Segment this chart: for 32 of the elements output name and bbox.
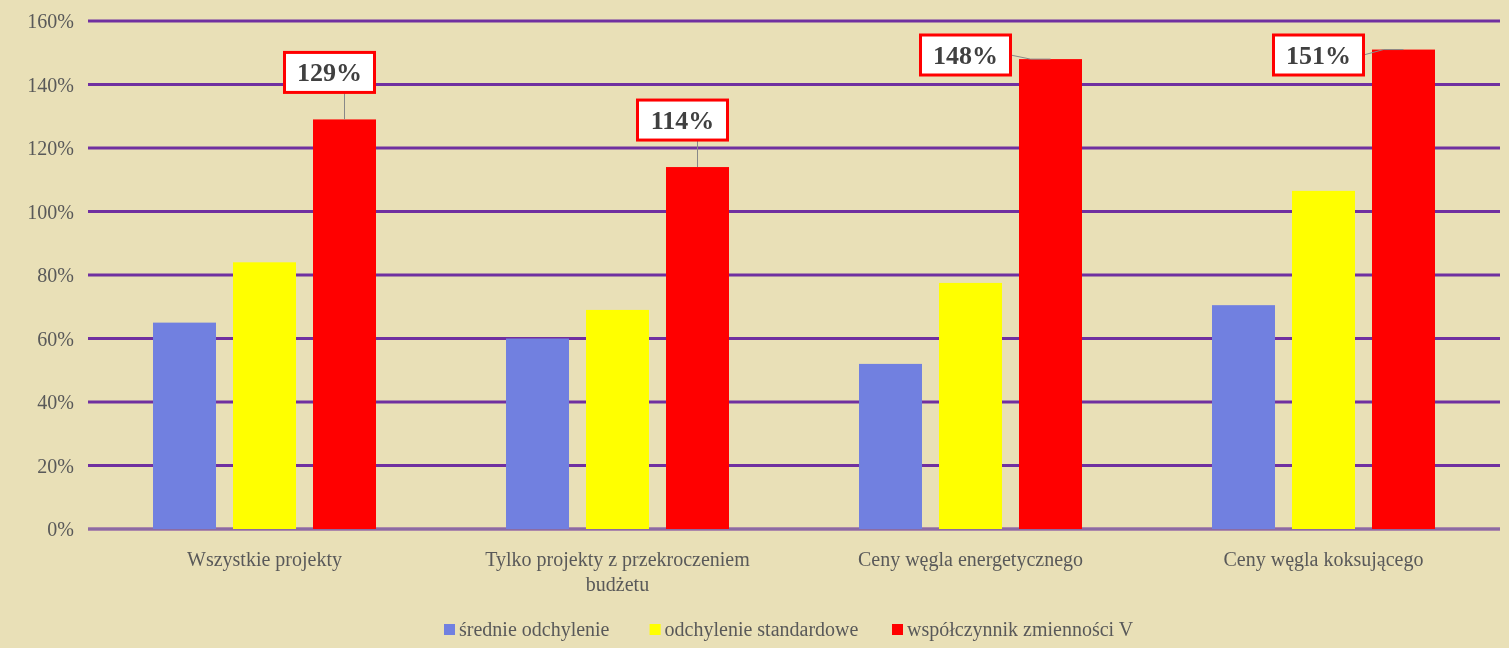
data-label: 114% — [650, 106, 715, 136]
data-label: 151% — [1286, 41, 1351, 70]
x-tick-label: Ceny węgla koksującego — [1223, 548, 1424, 571]
bar — [1292, 190, 1355, 529]
bar — [153, 322, 216, 529]
bar — [506, 338, 569, 529]
bar — [1212, 305, 1275, 529]
y-tick-label: 160% — [27, 10, 74, 32]
legend-label: odchylenie standardowe — [664, 618, 859, 641]
bar — [313, 119, 376, 529]
y-tick-label: 100% — [27, 200, 74, 223]
y-tick-label: 0% — [47, 518, 74, 540]
bar — [1372, 49, 1435, 529]
bar — [859, 363, 922, 529]
legend-label: współczynnik zmienności V — [907, 618, 1134, 641]
y-tick-label: 140% — [27, 73, 74, 96]
x-tick-label: Ceny węgla energetycznego — [857, 548, 1084, 571]
bar — [666, 167, 729, 529]
x-tick-label: Tylko projekty z przekroczeniem budżetu — [485, 548, 751, 595]
y-tick-label: 80% — [37, 264, 74, 286]
bar — [586, 309, 649, 529]
legend-label: średnie odchylenie — [459, 618, 610, 641]
bar — [1019, 59, 1082, 529]
y-tick-label: 20% — [37, 454, 74, 477]
y-tick-label: 120% — [27, 137, 74, 159]
data-label: 129% — [297, 58, 362, 88]
bar — [233, 262, 296, 529]
y-tick-label: 40% — [37, 391, 74, 413]
x-tick-label: Wszystkie projekty — [187, 548, 342, 571]
data-label: 148% — [933, 41, 998, 70]
bar — [939, 282, 1002, 529]
y-tick-label: 60% — [37, 327, 74, 350]
